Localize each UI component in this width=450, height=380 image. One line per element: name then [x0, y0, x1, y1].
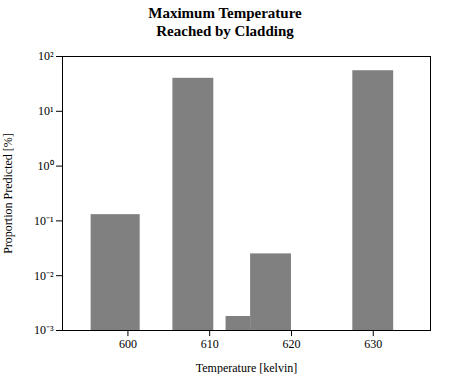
svg-text:10²: 10² — [38, 49, 54, 63]
svg-text:Proportion Predicted [%]: Proportion Predicted [%] — [1, 133, 15, 254]
svg-text:600: 600 — [119, 337, 137, 351]
svg-text:620: 620 — [282, 337, 300, 351]
svg-text:Temperature [kelvin]: Temperature [kelvin] — [196, 361, 297, 375]
svg-text:10¹: 10¹ — [38, 104, 54, 118]
html-text:Maximum Temperature Reached by: Maximum Temperature Reached by Cladding — [148, 5, 302, 39]
svg-text:10⁻²: 10⁻² — [34, 269, 54, 283]
svg-text:610: 610 — [201, 337, 219, 351]
svg-text:630: 630 — [364, 337, 382, 351]
svg-text:10⁻¹: 10⁻¹ — [34, 214, 54, 228]
svg-text:10⁰: 10⁰ — [38, 159, 54, 173]
svg-text:10⁻³: 10⁻³ — [34, 323, 54, 337]
